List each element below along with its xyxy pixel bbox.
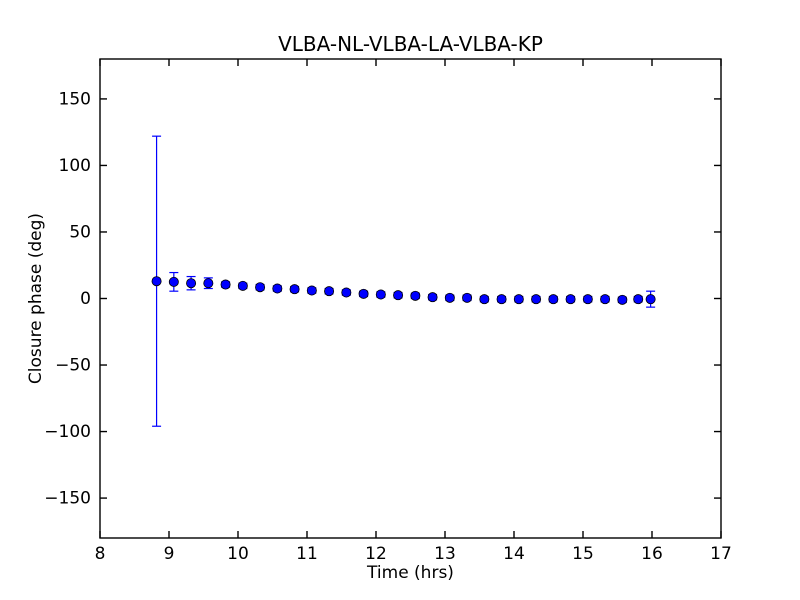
data-point <box>582 294 593 305</box>
data-point <box>617 294 628 305</box>
data-point <box>479 294 490 305</box>
x-tick-label: 13 <box>434 544 456 564</box>
x-tick-label: 10 <box>227 544 249 564</box>
y-tick-label: 0 <box>80 289 91 309</box>
axis-ticks <box>99 59 722 538</box>
axes-frame <box>99 58 722 539</box>
data-point <box>427 292 438 303</box>
data-point <box>375 289 386 300</box>
data-point <box>255 282 266 293</box>
data-point <box>645 294 656 305</box>
x-tick-label: 9 <box>164 544 175 564</box>
data-point <box>324 286 335 297</box>
y-tick-label: 50 <box>69 222 91 242</box>
x-tick-label: 17 <box>710 544 732 564</box>
x-tick-label: 12 <box>365 544 387 564</box>
data-point <box>444 292 455 303</box>
data-point <box>168 276 179 287</box>
data-point <box>203 278 214 289</box>
chart-title: VLBA-NL-VLBA-LA-VLBA-KP <box>278 32 543 56</box>
data-point <box>306 285 317 296</box>
y-tick-label: −150 <box>44 489 91 509</box>
y-tick-label: 150 <box>59 89 91 109</box>
data-point <box>600 294 611 305</box>
data-point <box>358 288 369 299</box>
x-tick-label: 11 <box>296 544 318 564</box>
data-point <box>633 294 644 305</box>
data-series <box>151 135 656 427</box>
data-point <box>496 294 507 305</box>
data-point <box>151 276 162 287</box>
data-point <box>272 283 283 294</box>
data-point <box>237 280 248 291</box>
x-tick-label: 14 <box>503 544 525 564</box>
data-point <box>393 290 404 301</box>
data-point <box>410 290 421 301</box>
data-point <box>220 279 231 290</box>
x-tick-label: 16 <box>641 544 663 564</box>
y-axis-label: Closure phase (deg) <box>26 213 46 384</box>
data-point <box>531 294 542 305</box>
y-tick-label: −50 <box>55 356 91 376</box>
data-point <box>186 278 197 289</box>
axis-tick-labels: 8 9 10 11 12 13 14 15 16 17 −150 −100 −50 0 50 100 150 <box>44 89 732 564</box>
plot-area <box>100 59 721 538</box>
y-tick-label: −100 <box>44 422 91 442</box>
data-point <box>289 284 300 295</box>
data-point <box>513 294 524 305</box>
data-point <box>565 294 576 305</box>
x-tick-label: 15 <box>572 544 594 564</box>
y-tick-label: 100 <box>59 156 91 176</box>
data-point <box>341 287 352 298</box>
data-point <box>548 294 559 305</box>
x-axis-label: Time (hrs) <box>366 563 454 583</box>
data-point <box>462 292 473 303</box>
x-tick-label: 8 <box>95 544 106 564</box>
